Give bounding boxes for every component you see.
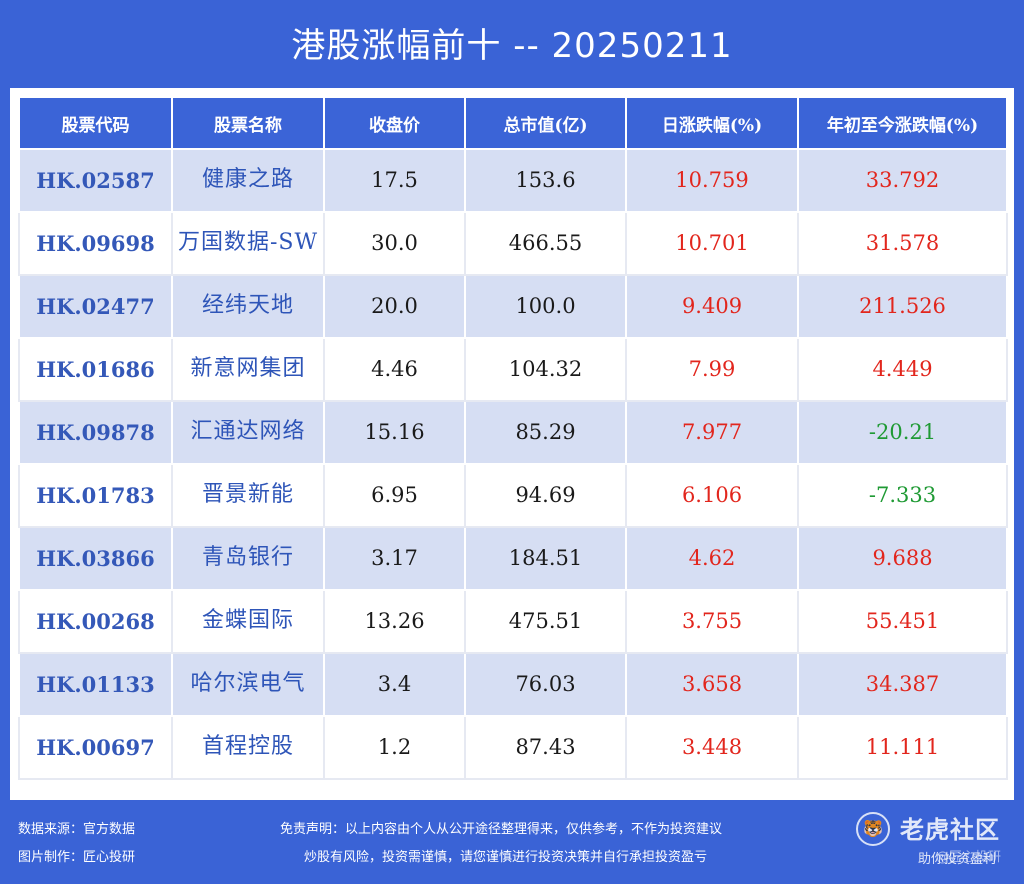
ytd-change-cell: 34.387 (797, 652, 1008, 717)
table-row: HK.03866 青岛银行 3.17 184.51 4.62 9.688 (18, 526, 1008, 591)
close-price-cell: 20.0 (323, 274, 466, 339)
close-price-cell: 3.17 (323, 526, 466, 591)
market-cap-cell: 94.69 (464, 463, 627, 528)
tiger-community-logo: 🐯 老虎社区 (856, 808, 1016, 848)
daily-change-cell: 7.977 (625, 400, 799, 465)
daily-change-cell: 4.62 (625, 526, 799, 591)
header-code: 股票代码 (18, 96, 173, 150)
stock-name-cell: 健康之路 (171, 148, 325, 213)
ytd-change-cell: 31.578 (797, 211, 1008, 276)
stock-code-cell: HK.00268 (18, 589, 173, 654)
daily-change-cell: 6.106 (625, 463, 799, 528)
stock-table: 股票代码 股票名称 收盘价 总市值(亿) 日涨跌幅(%) 年初至今涨跌幅(%) … (18, 96, 1008, 780)
stock-name-cell: 经纬天地 (171, 274, 325, 339)
ytd-change-cell: 11.111 (797, 715, 1008, 780)
daily-change-cell: 9.409 (625, 274, 799, 339)
header-close: 收盘价 (323, 96, 466, 150)
image-maker: 图片制作：匠心投研 (18, 850, 136, 865)
ytd-change-cell: 4.449 (797, 337, 1008, 402)
market-cap-cell: 184.51 (464, 526, 627, 591)
stock-name-cell: 哈尔滨电气 (171, 652, 325, 717)
ytd-change-cell: -20.21 (797, 400, 1008, 465)
market-cap-cell: 475.51 (464, 589, 627, 654)
market-cap-cell: 87.43 (464, 715, 627, 780)
table-row: HK.00697 首程控股 1.2 87.43 3.448 11.111 (18, 715, 1008, 780)
close-price-cell: 1.2 (323, 715, 466, 780)
disclaimer-line-2: 炒股有风险，投资需谨慎，请您谨慎进行投资决策并自行承担投资盈亏 (304, 850, 708, 865)
close-price-cell: 3.4 (323, 652, 466, 717)
watermark: @匠心投研 (936, 850, 1002, 865)
stock-code-cell: HK.09698 (18, 211, 173, 276)
logo-text: 老虎社区 (900, 816, 1000, 844)
market-cap-cell: 153.6 (464, 148, 627, 213)
stock-name-cell: 万国数据-SW (171, 211, 325, 276)
daily-change-cell: 7.99 (625, 337, 799, 402)
stock-code-cell: HK.09878 (18, 400, 173, 465)
ytd-change-cell: 211.526 (797, 274, 1008, 339)
close-price-cell: 30.0 (323, 211, 466, 276)
stock-name-cell: 晋景新能 (171, 463, 325, 528)
market-cap-cell: 466.55 (464, 211, 627, 276)
daily-change-cell: 3.755 (625, 589, 799, 654)
close-price-cell: 4.46 (323, 337, 466, 402)
daily-change-cell: 10.701 (625, 211, 799, 276)
table-row: HK.02477 经纬天地 20.0 100.0 9.409 211.526 (18, 274, 1008, 339)
market-cap-cell: 85.29 (464, 400, 627, 465)
market-cap-cell: 76.03 (464, 652, 627, 717)
market-cap-cell: 100.0 (464, 274, 627, 339)
header-name: 股票名称 (171, 96, 325, 150)
table-row: HK.09698 万国数据-SW 30.0 466.55 10.701 31.578 (18, 211, 1008, 276)
header-daily-change: 日涨跌幅(%) (625, 96, 799, 150)
slogan: 助你投资盈利 (918, 852, 997, 867)
header-market-cap: 总市值(亿) (464, 96, 627, 150)
page-title: 港股涨幅前十 -- 20250211 (291, 26, 733, 66)
table-row: HK.02587 健康之路 17.5 153.6 10.759 33.792 (18, 148, 1008, 213)
stock-code-cell: HK.02477 (18, 274, 173, 339)
ytd-change-cell: -7.333 (797, 463, 1008, 528)
disclaimer-line-1: 免责声明：以上内容由个人从公开途径整理得来，仅供参考，不作为投资建议 (280, 822, 723, 837)
ytd-change-cell: 33.792 (797, 148, 1008, 213)
stock-code-cell: HK.03866 (18, 526, 173, 591)
close-price-cell: 17.5 (323, 148, 466, 213)
stock-code-cell: HK.00697 (18, 715, 173, 780)
stock-name-cell: 新意网集团 (171, 337, 325, 402)
market-cap-cell: 104.32 (464, 337, 627, 402)
ytd-change-cell: 9.688 (797, 526, 1008, 591)
close-price-cell: 6.95 (323, 463, 466, 528)
daily-change-cell: 3.448 (625, 715, 799, 780)
table-row: HK.00268 金蝶国际 13.26 475.51 3.755 55.451 (18, 589, 1008, 654)
table-panel: 股票代码 股票名称 收盘价 总市值(亿) 日涨跌幅(%) 年初至今涨跌幅(%) … (10, 88, 1014, 800)
stock-code-cell: HK.01686 (18, 337, 173, 402)
table-header-row: 股票代码 股票名称 收盘价 总市值(亿) 日涨跌幅(%) 年初至今涨跌幅(%) (18, 96, 1008, 150)
table-row: HK.01783 晋景新能 6.95 94.69 6.106 -7.333 (18, 463, 1008, 528)
stock-code-cell: HK.01783 (18, 463, 173, 528)
table-row: HK.01686 新意网集团 4.46 104.32 7.99 4.449 (18, 337, 1008, 402)
stock-code-cell: HK.01133 (18, 652, 173, 717)
close-price-cell: 15.16 (323, 400, 466, 465)
footer: 数据来源：官方数据 图片制作：匠心投研 免责声明：以上内容由个人从公开途径整理得… (0, 800, 1024, 884)
stock-name-cell: 汇通达网络 (171, 400, 325, 465)
data-source: 数据来源：官方数据 (18, 822, 136, 837)
stock-name-cell: 金蝶国际 (171, 589, 325, 654)
stock-name-cell: 青岛银行 (171, 526, 325, 591)
close-price-cell: 13.26 (323, 589, 466, 654)
header-ytd-change: 年初至今涨跌幅(%) (797, 96, 1008, 150)
tiger-logo-icon: 🐯 (856, 812, 890, 846)
stock-name-cell: 首程控股 (171, 715, 325, 780)
table-row: HK.01133 哈尔滨电气 3.4 76.03 3.658 34.387 (18, 652, 1008, 717)
table-row: HK.09878 汇通达网络 15.16 85.29 7.977 -20.21 (18, 400, 1008, 465)
stock-code-cell: HK.02587 (18, 148, 173, 213)
daily-change-cell: 10.759 (625, 148, 799, 213)
ytd-change-cell: 55.451 (797, 589, 1008, 654)
daily-change-cell: 3.658 (625, 652, 799, 717)
